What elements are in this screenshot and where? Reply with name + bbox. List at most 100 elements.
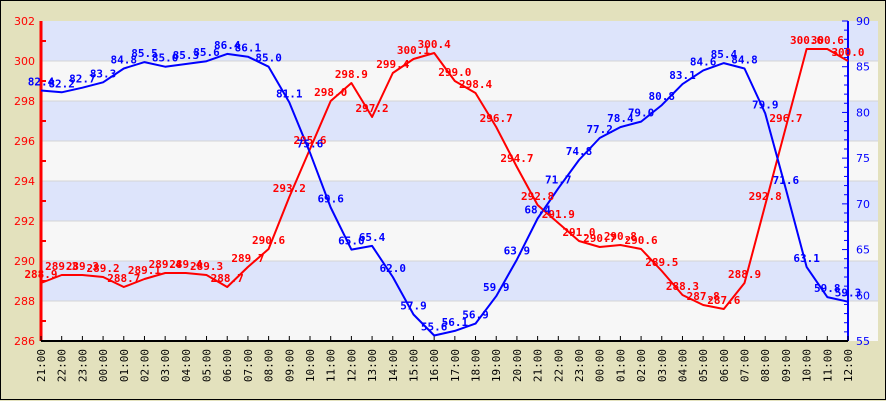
red-series-line xyxy=(40,48,849,310)
left-axis: 286 288 290 292 294 296 298 300 302 xyxy=(14,15,46,348)
left-axis-tick-label: 294 xyxy=(14,175,35,188)
blue-series-data-label: 79.9 xyxy=(752,98,779,111)
blue-series-data-label: 74.8 xyxy=(566,145,593,158)
blue-series-data-label: 69.6 xyxy=(317,193,344,206)
blue-series-data-label: 78.4 xyxy=(607,112,634,125)
right-axis-tick-label: 60 xyxy=(856,289,870,302)
band xyxy=(41,101,878,141)
band xyxy=(41,141,878,181)
x-axis-tick-label: 01:00 xyxy=(614,349,627,382)
red-series-data-label: 291.9 xyxy=(542,208,575,221)
x-axis-tick-label: 23:00 xyxy=(573,349,586,382)
x-axis-tick-label: 00:00 xyxy=(594,349,607,382)
right-axis-tick-label: 80 xyxy=(856,106,870,119)
right-axis-tick-label: 85 xyxy=(856,61,870,74)
red-series-data-label: 288.7 xyxy=(211,272,244,285)
blue-series-data-label: 81.1 xyxy=(276,87,303,100)
blue-series-data-label: 85.5 xyxy=(131,47,158,60)
red-series-data-label: 298.0 xyxy=(314,86,347,99)
x-axis-tick-label: 02:00 xyxy=(635,349,648,382)
red-series-data-label: 292.8 xyxy=(521,190,554,203)
red-series-data-label: 296.7 xyxy=(769,112,802,125)
band xyxy=(41,221,878,261)
red-series-data-label: 296.7 xyxy=(480,112,513,125)
red-series-data-label: 289.4 xyxy=(169,258,202,271)
red-series-data-label: 299.0 xyxy=(438,66,471,79)
red-series-data-label: 289.3 xyxy=(190,260,223,273)
red-series-data-label: 300.4 xyxy=(418,38,451,51)
blue-series-data-label: 85.0 xyxy=(152,52,179,65)
x-axis-tick-label: 13:00 xyxy=(366,349,379,382)
right-axis-tick-label: 90 xyxy=(856,15,870,28)
red-series-data-label: 294.7 xyxy=(500,152,533,165)
right-axis-tick-label: 55 xyxy=(856,335,870,348)
left-axis-tick-label: 296 xyxy=(14,135,35,148)
band xyxy=(41,21,878,61)
x-axis-tick-label: 04:00 xyxy=(180,349,193,382)
x-axis-tick-label: 05:00 xyxy=(201,349,214,382)
x-axis-tick-label: 12:00 xyxy=(842,349,855,382)
blue-series-data-label: 84.6 xyxy=(690,55,717,68)
right-axis-tick-label: 75 xyxy=(856,152,870,165)
x-axis-tick-label: 19:00 xyxy=(490,349,503,382)
blue-series-data-label: 59.3 xyxy=(835,287,862,300)
blue-series-data-label: 57.9 xyxy=(400,299,427,312)
x-axis-tick-label: 01:00 xyxy=(118,349,131,382)
blue-series-data-label: 63.1 xyxy=(793,252,820,265)
red-series-data-label: 289.5 xyxy=(645,256,678,269)
red-series-data-label: 289.3 xyxy=(45,260,78,273)
blue-series-data-label: 82.7 xyxy=(69,73,96,86)
red-series-data-label: 288.3 xyxy=(666,280,699,293)
left-axis-tick-label: 290 xyxy=(14,255,35,268)
blue-series-data-label: 83.3 xyxy=(90,67,117,80)
x-axis-tick-label: 17:00 xyxy=(449,349,462,382)
x-axis-tick-label: 10:00 xyxy=(304,349,317,382)
x-axis-tick-label: 07:00 xyxy=(242,349,255,382)
red-series-data-label: 288.9 xyxy=(24,268,57,281)
blue-series-data-label: 85.6 xyxy=(193,46,220,59)
band xyxy=(41,301,878,341)
x-axis-tick-label: 23:00 xyxy=(76,349,89,382)
blue-series-data-label: 71.6 xyxy=(773,174,800,187)
band xyxy=(41,261,878,301)
red-series-data-label: 291.0 xyxy=(562,226,595,239)
x-axis-tick-label: 10:00 xyxy=(801,349,814,382)
left-axis-tick-label: 300 xyxy=(14,55,35,68)
right-axis: 55 60 65 70 75 80 85 90 xyxy=(842,15,870,348)
blue-series-data-label: 85.4 xyxy=(711,48,738,61)
left-axis-tick-label: 302 xyxy=(14,15,35,28)
x-axis-tick-label: 06:00 xyxy=(221,349,234,382)
x-axis-tick-label: 03:00 xyxy=(159,349,172,382)
red-series-data-label: 287.8 xyxy=(687,290,720,303)
x-axis-tick-label: 05:00 xyxy=(697,349,710,382)
blue-series-data-label: 59.8 xyxy=(814,282,841,295)
blue-series-data-label: 80.8 xyxy=(649,90,676,103)
blue-series-line xyxy=(40,52,849,337)
blue-series-data-label: 68.4 xyxy=(524,203,551,216)
red-series-data-label: 293.2 xyxy=(273,182,306,195)
series-lines xyxy=(40,48,849,337)
x-axis-tick-label: 21:00 xyxy=(532,349,545,382)
x-axis-tick-label: 04:00 xyxy=(676,349,689,382)
red-series-data-label: 292.8 xyxy=(749,190,782,203)
red-series-data-label: 287.6 xyxy=(707,294,740,307)
data-labels: 288.9289.3289.3289.2288.7289.1289.4289.4… xyxy=(24,34,864,334)
x-axis-tick-label: 09:00 xyxy=(780,349,793,382)
blue-series-data-label: 86.4 xyxy=(214,39,241,52)
right-axis-tick-label: 70 xyxy=(856,198,870,211)
red-series-data-label: 288.7 xyxy=(107,272,140,285)
x-axis-tick-label: 02:00 xyxy=(138,349,151,382)
red-series-data-label: 295.6 xyxy=(293,134,326,147)
blue-series-data-label: 62.0 xyxy=(380,262,407,275)
blue-series-data-label: 84.8 xyxy=(111,54,138,67)
x-axis-tick-label: 09:00 xyxy=(283,349,296,382)
red-series-data-label: 299.4 xyxy=(376,58,409,71)
red-series-data-label: 300.6 xyxy=(790,34,823,47)
x-axis-tick-label: 07:00 xyxy=(739,349,752,382)
blue-series-data-label: 65.4 xyxy=(359,231,386,244)
blue-series-data-label: 59.9 xyxy=(483,281,510,294)
x-axis-tick-label: 06:00 xyxy=(718,349,731,382)
blue-series-data-label: 56.9 xyxy=(462,309,489,322)
blue-series-data-label: 75.6 xyxy=(297,138,324,151)
